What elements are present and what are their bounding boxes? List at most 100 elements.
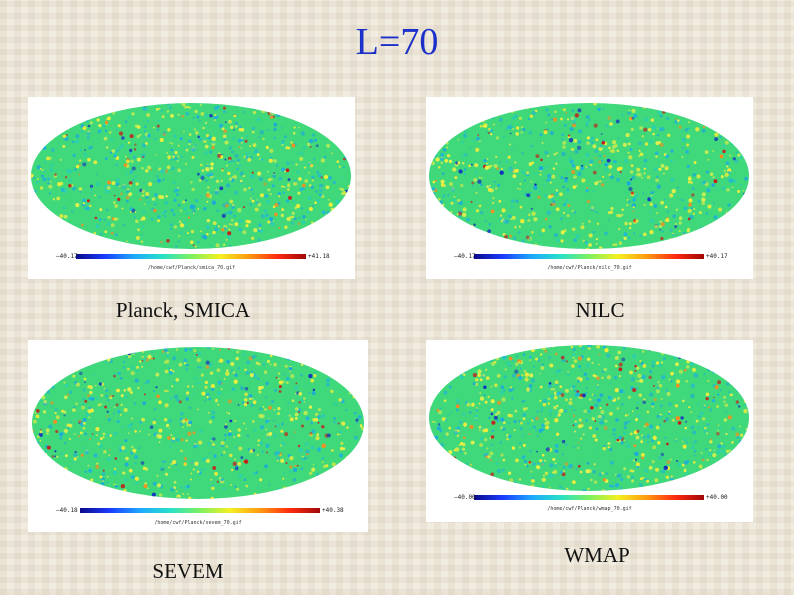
map-speckle xyxy=(323,247,328,249)
map-speckle xyxy=(131,166,136,171)
map-speckle xyxy=(692,430,697,435)
map-speckle xyxy=(655,389,660,394)
map-speckle xyxy=(331,462,336,467)
map-speckle xyxy=(103,450,107,454)
map-speckle xyxy=(140,240,144,244)
map-speckle xyxy=(682,231,686,235)
map-speckle xyxy=(183,206,188,211)
map-speckle xyxy=(741,481,745,485)
map-speckle xyxy=(289,246,293,249)
map-speckle xyxy=(32,396,34,401)
map-speckle xyxy=(672,214,676,218)
map-speckle xyxy=(275,164,279,167)
map-speckle xyxy=(64,357,69,361)
map-speckle xyxy=(607,446,610,449)
map-speckle xyxy=(454,241,458,245)
map-speckle xyxy=(426,161,428,163)
map-speckle xyxy=(515,245,518,247)
map-speckle xyxy=(674,404,679,408)
map-speckle xyxy=(236,168,239,171)
map-speckle xyxy=(32,507,36,511)
map-speckle xyxy=(155,108,159,111)
map-speckle xyxy=(523,369,527,373)
map-speckle xyxy=(285,358,288,361)
map-speckle xyxy=(121,207,124,210)
map-speckle xyxy=(94,216,98,220)
map-speckle xyxy=(678,355,681,358)
map-speckle xyxy=(292,477,297,482)
map-speckle xyxy=(326,219,329,223)
map-speckle xyxy=(619,166,623,170)
map-speckle xyxy=(481,357,484,361)
map-speckle xyxy=(203,207,207,211)
map-speckle xyxy=(275,376,278,379)
map-speckle xyxy=(204,144,209,149)
map-speckle xyxy=(614,243,618,246)
map-speckle xyxy=(500,103,504,105)
map-speckle xyxy=(553,469,558,474)
map-speckle xyxy=(120,245,124,248)
map-speckle xyxy=(321,443,326,448)
map-speckle xyxy=(40,255,44,259)
map-speckle xyxy=(263,182,267,186)
map-speckle xyxy=(692,212,695,215)
map-speckle xyxy=(342,447,346,451)
map-speckle xyxy=(744,397,748,401)
map-speckle xyxy=(194,441,197,443)
map-speckle xyxy=(491,483,496,488)
map-speckle xyxy=(564,443,567,446)
map-speckle xyxy=(227,340,231,343)
map-speckle xyxy=(746,457,749,462)
map-speckle xyxy=(436,385,439,389)
map-speckle xyxy=(479,396,485,401)
map-speckle xyxy=(102,432,106,436)
map-speckle xyxy=(324,366,329,371)
map-speckle xyxy=(693,207,696,211)
map-speckle xyxy=(747,360,749,363)
map-speckle xyxy=(483,159,487,163)
map-speckle xyxy=(82,403,85,406)
map-speckle xyxy=(117,410,121,414)
map-speckle xyxy=(693,373,698,378)
map-speckle xyxy=(658,167,662,171)
map-speckle xyxy=(533,185,538,190)
map-speckle xyxy=(62,134,67,139)
map-speckle xyxy=(33,347,37,352)
map-speckle xyxy=(107,399,110,402)
map-speckle xyxy=(360,456,363,460)
map-speckle xyxy=(127,141,131,144)
map-speckle xyxy=(316,414,322,419)
map-speckle xyxy=(672,101,674,103)
map-speckle xyxy=(519,367,522,370)
map-speckle xyxy=(49,246,53,249)
map-speckle xyxy=(560,217,563,221)
map-speckle xyxy=(671,233,675,236)
map-speckle xyxy=(330,152,333,155)
map-speckle xyxy=(547,384,553,389)
map-speckle xyxy=(479,392,482,394)
map-speckle xyxy=(656,184,661,189)
map-speckle xyxy=(635,435,640,440)
map-speckle xyxy=(134,143,137,146)
map-speckle xyxy=(441,114,444,117)
map-speckle xyxy=(158,343,160,345)
map-speckle xyxy=(654,224,658,229)
map-speckle xyxy=(559,463,561,465)
map-speckle xyxy=(581,491,583,493)
map-speckle xyxy=(575,392,580,397)
map-speckle xyxy=(568,138,574,143)
map-speckle xyxy=(98,98,102,102)
map-speckle xyxy=(357,415,362,420)
map-speckle xyxy=(662,485,667,491)
map-speckle xyxy=(118,131,124,136)
map-speckle xyxy=(443,237,448,241)
map-speckle xyxy=(682,199,685,202)
map-speckle xyxy=(124,120,128,124)
map-speckle xyxy=(281,208,285,212)
map-speckle xyxy=(88,468,93,473)
map-speckle xyxy=(507,155,511,159)
map-speckle xyxy=(650,101,652,103)
map-speckle xyxy=(448,233,452,237)
map-speckle xyxy=(474,171,478,174)
map-speckle xyxy=(298,216,301,220)
